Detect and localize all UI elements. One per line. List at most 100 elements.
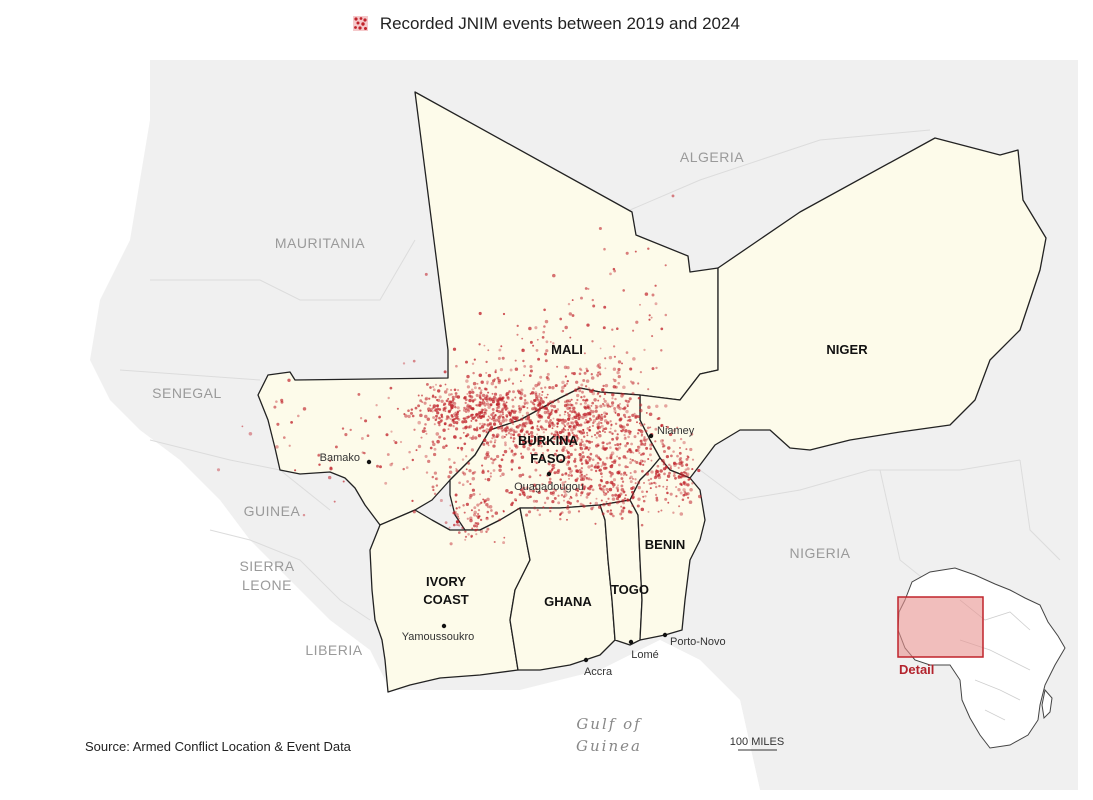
event-dot <box>654 482 657 485</box>
event-dot <box>547 462 551 466</box>
event-dot <box>621 480 625 483</box>
event-dot <box>421 429 426 433</box>
event-dot <box>511 416 515 420</box>
event-dot <box>589 413 592 416</box>
event-dot <box>438 408 442 411</box>
event-dot <box>495 454 500 459</box>
event-dot <box>469 493 473 498</box>
event-dot <box>511 382 515 385</box>
event-dot <box>241 425 244 428</box>
event-dot <box>504 418 508 422</box>
event-dot <box>554 409 558 413</box>
event-dot <box>568 477 570 480</box>
event-dot <box>594 406 598 410</box>
event-dot <box>635 320 639 324</box>
event-dot <box>461 471 465 474</box>
event-dot <box>542 330 546 334</box>
event-dot <box>541 336 545 339</box>
event-dot <box>626 423 629 427</box>
event-dot <box>612 486 615 489</box>
event-dot <box>662 444 666 448</box>
event-dot <box>616 443 620 447</box>
event-dot <box>669 492 673 496</box>
event-dot <box>581 432 584 435</box>
event-dot <box>453 404 457 408</box>
event-dot <box>527 433 531 436</box>
event-dot <box>679 437 683 441</box>
event-dot <box>626 498 629 501</box>
event-dot <box>601 441 605 445</box>
event-dot <box>588 429 591 432</box>
event-dot <box>643 481 645 484</box>
event-dot <box>687 496 690 499</box>
event-dot <box>621 428 625 432</box>
event-dot <box>675 495 678 498</box>
event-dot <box>691 482 694 485</box>
event-dot <box>486 382 489 385</box>
event-dot <box>431 395 435 399</box>
event-dot <box>463 426 468 430</box>
event-dot <box>676 454 679 458</box>
event-dot <box>555 449 558 452</box>
event-dot <box>518 473 523 478</box>
event-dot <box>595 497 598 500</box>
event-dot <box>633 412 636 415</box>
event-dot <box>569 400 571 403</box>
event-dot <box>559 517 562 521</box>
event-dot <box>575 439 578 442</box>
event-dot <box>433 423 436 426</box>
event-dot <box>667 501 670 504</box>
event-dot <box>643 460 647 463</box>
event-dot <box>598 457 601 460</box>
event-dot <box>485 427 489 431</box>
event-dot <box>464 538 467 541</box>
event-dot <box>611 393 615 397</box>
event-dot <box>494 439 497 442</box>
event-dot <box>479 518 483 522</box>
event-dot <box>579 470 583 474</box>
event-dot <box>596 461 600 465</box>
event-dot <box>505 433 508 436</box>
event-dot <box>630 442 633 446</box>
event-dot <box>287 378 291 382</box>
event-dot <box>673 471 676 475</box>
event-dot <box>598 421 601 424</box>
event-dot <box>541 400 545 404</box>
event-dot <box>568 312 572 316</box>
event-dot <box>329 466 333 470</box>
event-dot <box>514 396 517 399</box>
event-dot <box>359 417 363 420</box>
event-dot <box>543 428 546 431</box>
event-dot <box>375 404 378 407</box>
event-dot <box>506 396 510 400</box>
event-dot <box>566 417 571 421</box>
event-dot <box>674 476 677 480</box>
event-dot <box>585 477 589 481</box>
event-dot <box>555 454 559 458</box>
event-dot <box>486 527 490 531</box>
event-dot <box>606 490 610 493</box>
event-dot <box>468 496 472 500</box>
event-dot <box>646 438 649 441</box>
event-dot <box>466 403 470 407</box>
event-dot <box>473 510 477 515</box>
event-dot <box>649 487 652 490</box>
event-dot <box>512 437 516 440</box>
event-dot <box>512 433 516 437</box>
event-dot <box>620 477 624 480</box>
event-dot <box>501 428 505 432</box>
event-dot <box>427 409 430 413</box>
event-dot <box>523 433 526 436</box>
event-dot <box>473 470 477 474</box>
event-dot <box>601 488 605 492</box>
city-accra: Accra <box>584 666 613 678</box>
event-dot <box>609 453 613 458</box>
event-dot <box>647 405 651 409</box>
event-dot <box>489 403 493 407</box>
event-dot <box>456 410 460 414</box>
event-dot <box>521 405 525 409</box>
event-dot <box>666 485 669 488</box>
event-dot <box>608 355 613 360</box>
event-dot <box>472 381 477 386</box>
event-dot <box>579 456 583 460</box>
